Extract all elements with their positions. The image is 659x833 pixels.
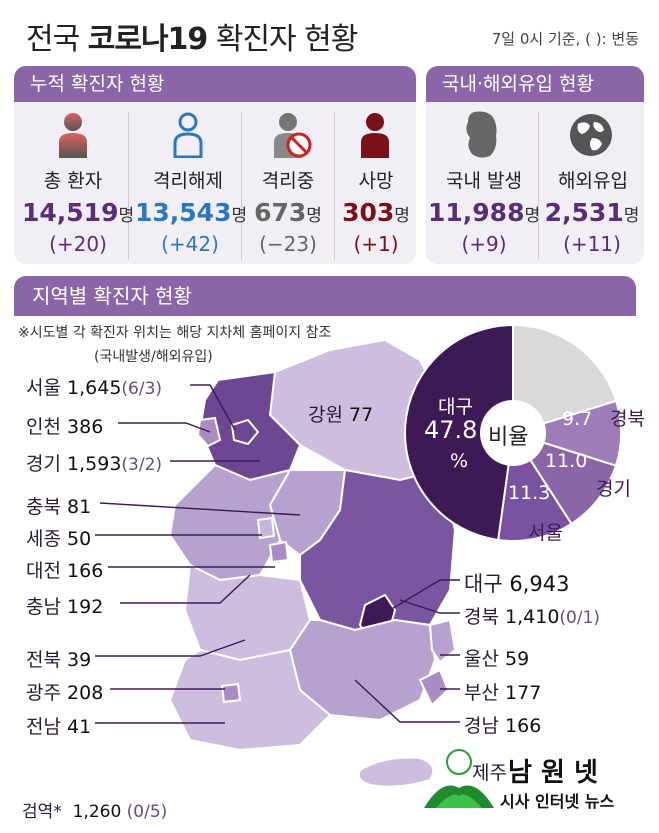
region-seoul: 서울 1,645(6/3) xyxy=(26,377,163,399)
total-patients-label: 총 환자 xyxy=(43,170,103,192)
released-change: (+42) xyxy=(161,232,219,256)
ratio-pie-chart xyxy=(404,323,622,542)
date-note: 7일 0시 기준, ( ): 변동 xyxy=(491,30,639,48)
map-busan xyxy=(418,668,450,707)
region-gyeonggi: 경기 1,593(3/2) xyxy=(26,453,163,475)
isolated-change: (−23) xyxy=(259,232,317,256)
pie-label-gyeongbuk-value: 9.7 xyxy=(562,408,593,430)
watermark-logo-icon xyxy=(424,749,494,808)
imported-value: 2,531명 xyxy=(544,198,640,227)
pie-slice-gyeonggi xyxy=(510,431,618,526)
region-chungnam: 충남 192 xyxy=(26,596,104,618)
domestic-value: 11,988명 xyxy=(428,198,541,227)
pie-outer-gyeongbuk: 경북 xyxy=(610,408,645,430)
region-gyeongnam: 경남 166 xyxy=(464,715,542,737)
region-daegu: 대구 6,943 xyxy=(464,572,570,596)
map-jeonnam xyxy=(168,648,332,752)
region-jeonnam: 전남 41 xyxy=(26,716,92,738)
imported-change: (+11) xyxy=(563,232,621,256)
region-quarantine: 검역* 1,260 (0/5) xyxy=(22,802,168,822)
region-chungbuk: 충북 81 xyxy=(26,496,92,518)
pie-slice-other xyxy=(512,323,618,435)
domestic-label: 국내 발생 xyxy=(446,170,522,192)
released-label: 격리해제 xyxy=(153,170,223,192)
pie-outer-gyeonggi: 경기 xyxy=(596,478,631,500)
regional-note: ※시도별 각 확진자 위치는 해당 지차체 홈페이지 참조 xyxy=(18,325,332,341)
region-daejeon: 대전 166 xyxy=(26,560,104,582)
regional-header: 지역별 확진자 현황 xyxy=(14,276,636,316)
korea-map-icon xyxy=(466,111,497,158)
isolated-label: 격리중 xyxy=(261,170,315,192)
released-value: 13,543명 xyxy=(135,198,248,227)
total-patients-change: (+20) xyxy=(49,232,107,256)
origin-header: 국내·해외유입 현황 xyxy=(426,66,644,102)
death-change: (+1) xyxy=(353,232,399,256)
region-gyeongbuk: 경북 1,410(0/1) xyxy=(464,606,601,628)
map-sejong xyxy=(256,516,276,540)
death-icon xyxy=(361,113,389,158)
region-incheon: 인천 386 xyxy=(26,416,104,438)
map-seoul xyxy=(230,418,260,446)
imported-label: 해외유입 xyxy=(558,170,628,192)
map-jeju xyxy=(357,756,435,788)
death-label: 사망 xyxy=(358,170,394,192)
map-jeonbuk xyxy=(183,563,312,662)
region-busan: 부산 177 xyxy=(464,682,542,704)
map-daejeon xyxy=(268,540,290,564)
page-title: 전국 코로나19 확진자 현황 xyxy=(26,22,358,57)
region-gangwon: 강원 77 xyxy=(308,404,374,426)
cumulative-header: 누적 확진자 현황 xyxy=(14,66,416,102)
region-jeju: 제주 xyxy=(472,762,507,784)
pie-center-label: 비율 xyxy=(488,425,529,450)
isolated-value: 673명 xyxy=(254,198,322,227)
pie-outer-seoul: 서울 xyxy=(528,522,563,544)
patient-icon xyxy=(59,113,87,158)
pie-label-daegu-pct: % xyxy=(450,450,469,472)
pie-label-gyeonggi-value: 11.0 xyxy=(545,450,588,472)
domestic-change: (+9) xyxy=(461,232,507,256)
origin-panel: 국내·해외유입 현황 xyxy=(426,66,644,264)
regional-subnote: (국내발생/해외유입) xyxy=(94,349,213,365)
watermark-brand: 남 원 넷 xyxy=(508,758,598,788)
region-jeonbuk: 전북 39 xyxy=(26,649,92,671)
pie-label-daegu-name: 대구 xyxy=(438,396,473,418)
map-chungnam xyxy=(168,463,293,582)
region-gwangju: 광주 208 xyxy=(26,682,104,704)
pie-label-seoul-value: 11.3 xyxy=(508,482,551,504)
cumulative-panel: 누적 확진자 현황 xyxy=(14,66,416,264)
watermark-tagline: 시사 인터넷 뉴스 xyxy=(500,792,615,811)
death-value: 303명 xyxy=(342,198,410,227)
pie-slice-daegu xyxy=(404,323,514,542)
total-patients-value: 14,519명 xyxy=(22,198,135,227)
map-gwangju xyxy=(220,682,242,704)
globe-icon xyxy=(570,114,612,156)
isolated-icon xyxy=(274,113,312,158)
region-ulsan: 울산 59 xyxy=(464,648,530,670)
map-ulsan xyxy=(428,618,457,664)
pie-label-daegu-value: 47.8 xyxy=(424,416,478,444)
released-icon xyxy=(173,112,203,158)
region-sejong: 세종 50 xyxy=(26,528,92,550)
pie-center xyxy=(480,400,546,466)
